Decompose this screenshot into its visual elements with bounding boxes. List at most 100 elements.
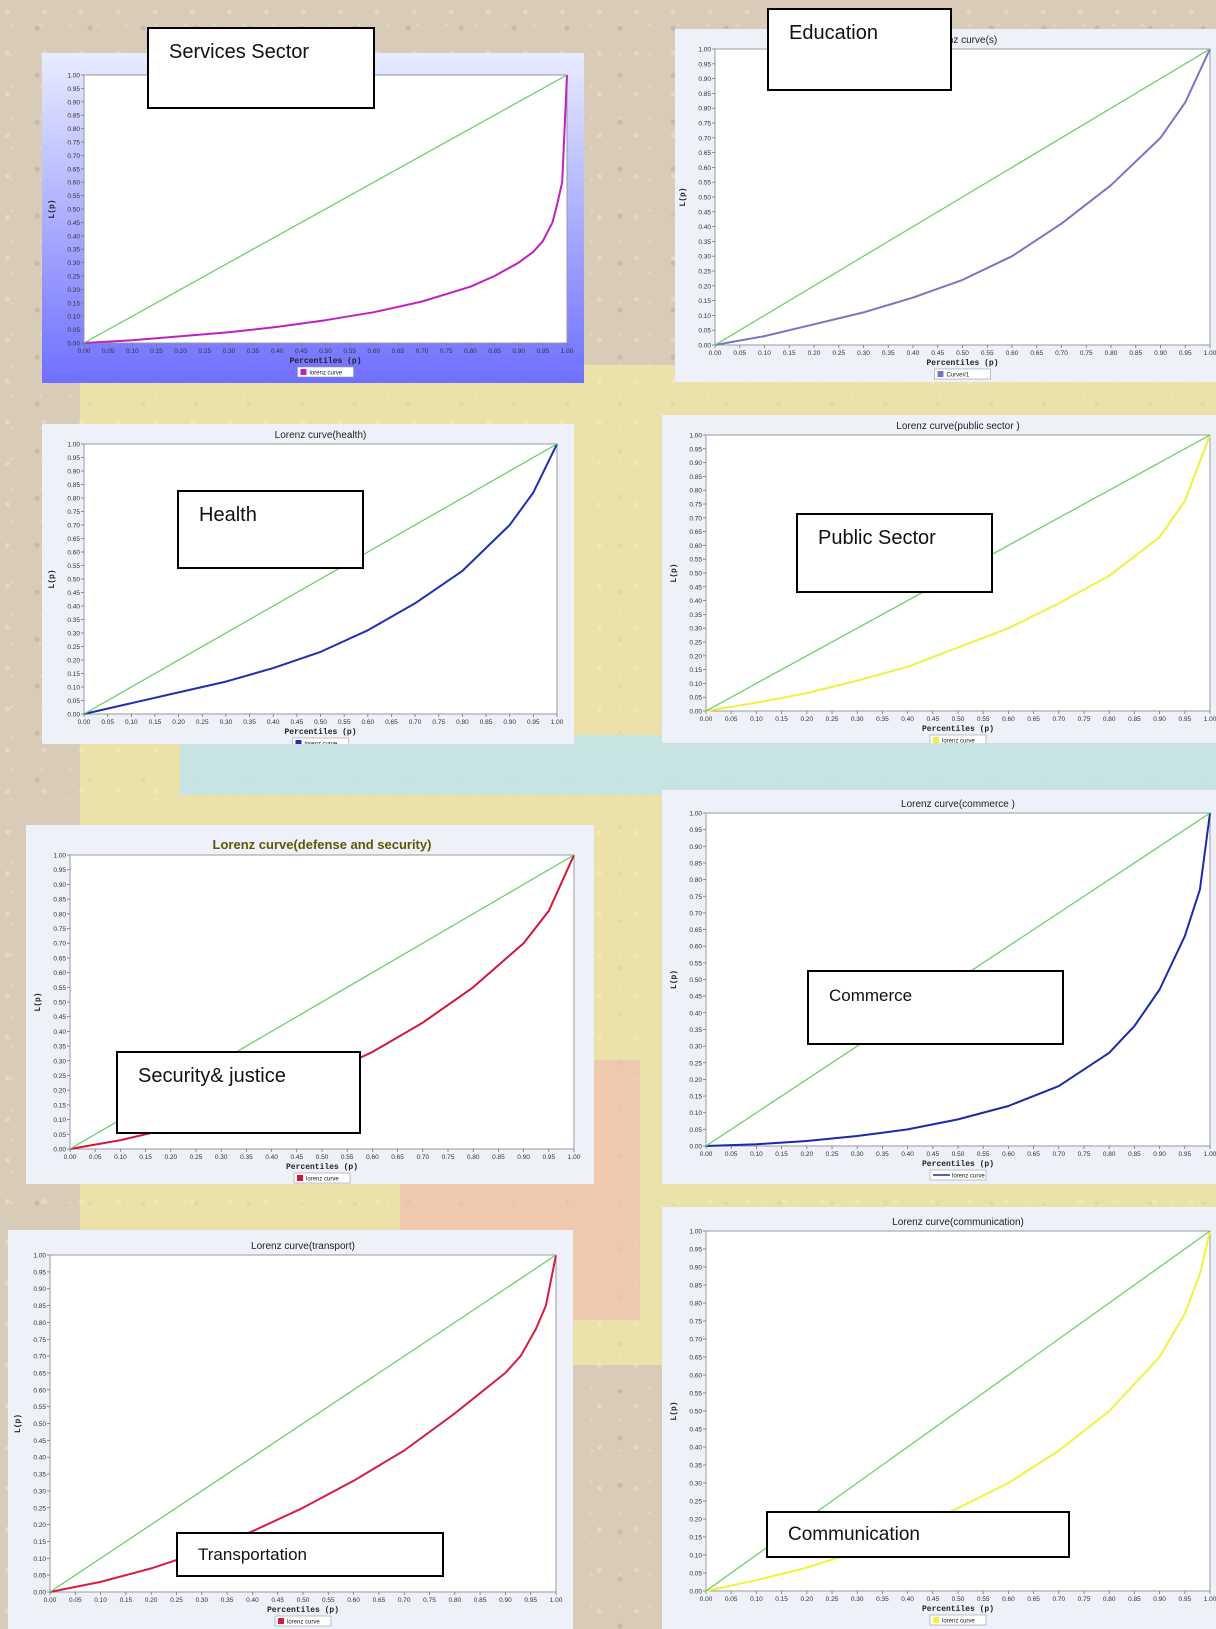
defense-ytick-label: 0.55	[53, 985, 66, 992]
education-xtick-label: 0.75	[1080, 350, 1093, 357]
services-xtick-label: 0.15	[150, 348, 163, 355]
transport-ytick-label: 0.30	[33, 1488, 46, 1495]
communication-svg: Lorenz curve(communication) 0.00 0.05 0.10 0…	[670, 1217, 1216, 1626]
transport-ytick-label: 0.15	[33, 1539, 46, 1546]
education-ytick-label: 0.30	[698, 254, 711, 261]
commerce-ytick-label: 0.80	[689, 877, 702, 884]
transport-ytick-label: 0.90	[33, 1286, 46, 1293]
education-xtick-label: 0.20	[808, 350, 821, 357]
transport-ytick-label: 0.50	[33, 1421, 46, 1428]
communication-ytick-label: 0.20	[689, 1517, 702, 1524]
label-text-health: Health	[199, 504, 257, 526]
defense-ytick-label: 1.00	[53, 853, 66, 860]
commerce-xtick-label: 0.05	[725, 1151, 738, 1158]
public-xtick-label: 0.50	[952, 716, 965, 723]
public-xtick-label: 0.95	[1178, 716, 1191, 723]
defense-xtick-label: 0.00	[64, 1154, 77, 1161]
defense-ytick-label: 0.95	[53, 867, 66, 874]
communication-ytick-label: 0.55	[689, 1391, 702, 1398]
defense-ytick-label: 0.05	[53, 1132, 66, 1139]
transport-xtick-label: 0.70	[398, 1597, 411, 1604]
services-xlabel: Percentiles (p)	[289, 357, 361, 366]
health-xtick-label: 0.70	[409, 719, 422, 726]
commerce-ytick-label: 0.20	[689, 1077, 702, 1084]
health-ytick-label: 0.95	[67, 455, 80, 462]
public-ytick-label: 0.75	[689, 502, 702, 509]
health-xtick-label: 0.40	[267, 719, 280, 726]
education-ytick-label: 0.60	[698, 165, 711, 172]
health-xtick-label: 0.30	[220, 719, 233, 726]
commerce-xtick-label: 0.90	[1153, 1151, 1166, 1158]
defense-ytick-label: 0.75	[53, 926, 66, 933]
health-xtick-label: 0.90	[503, 719, 516, 726]
health-ytick-label: 0.20	[67, 658, 80, 665]
commerce-ytick-label: 1.00	[689, 811, 702, 818]
commerce-xtick-label: 0.60	[1002, 1151, 1015, 1158]
public-ytick-label: 0.35	[689, 612, 702, 619]
public-xtick-label: 0.55	[977, 716, 990, 723]
communication-xtick-label: 0.00	[700, 1596, 713, 1603]
health-ytick-label: 0.35	[67, 617, 80, 624]
public-legend-label: lorenz curve	[942, 739, 975, 744]
health-legend-box	[292, 737, 349, 744]
services-ytick-label: 0.75	[67, 140, 80, 147]
commerce-xtick-label: 0.00	[700, 1151, 713, 1158]
services-legend-swatch	[300, 369, 307, 375]
defense-ytick-label: 0.60	[53, 970, 66, 977]
communication-ytick-label: 0.60	[689, 1373, 702, 1380]
education-xtick-label: 0.25	[832, 350, 845, 357]
transport-ytick-label: 0.00	[33, 1590, 46, 1597]
transport-ytick-label: 0.40	[33, 1455, 46, 1462]
defense-xtick-label: 0.80	[467, 1154, 480, 1161]
education-ytick-label: 0.25	[698, 269, 711, 276]
education-xtick-label: 0.60	[1006, 350, 1019, 357]
health-xtick-label: 1.00	[551, 719, 564, 726]
commerce-ytick-label: 0.65	[689, 927, 702, 934]
services-xtick-label: 0.10	[126, 348, 139, 355]
defense-ytick-label: 0.70	[53, 941, 66, 948]
commerce-xtick-label: 0.25	[826, 1151, 839, 1158]
commerce-xtick-label: 0.65	[1027, 1151, 1040, 1158]
commerce-legend-box	[929, 1169, 987, 1181]
health-ytick-label: 0.25	[67, 644, 80, 651]
education-equality-line	[714, 48, 1211, 346]
transport-xtick-label: 0.20	[145, 1597, 158, 1604]
defense-ytick-label: 0.20	[53, 1088, 66, 1095]
services-ytick-label: 0.10	[67, 314, 80, 321]
commerce-xtick-label: 0.70	[1052, 1151, 1065, 1158]
services-ytick-label: 0.95	[67, 86, 80, 93]
transport-xtick-label: 0.55	[322, 1597, 335, 1604]
commerce-lorenz-line	[705, 812, 1211, 1147]
education-xtick-label: 0.05	[733, 350, 746, 357]
services-xtick-label: 0.60	[367, 348, 380, 355]
education-xtick-label: 0.70	[1055, 350, 1068, 357]
transport-ylabel: L(p)	[14, 1414, 23, 1433]
health-title: Lorenz curve(health)	[275, 430, 367, 441]
communication-xtick-label: 0.10	[750, 1596, 763, 1603]
label-box-health: Health	[177, 490, 364, 569]
health-ytick-label: 0.00	[67, 712, 80, 719]
education-xtick-label: 0.85	[1129, 350, 1142, 357]
commerce-ytick-label: 0.25	[689, 1060, 702, 1067]
health-xtick-label: 0.60	[361, 719, 374, 726]
commerce-xtick-label: 0.45	[926, 1151, 939, 1158]
services-xtick-label: 0.65	[392, 348, 405, 355]
communication-xtick-label: 0.65	[1027, 1596, 1040, 1603]
health-ytick-label: 0.55	[67, 563, 80, 570]
commerce-xtick-label: 0.80	[1103, 1151, 1116, 1158]
transport-xtick-label: 0.10	[94, 1597, 107, 1604]
education-xtick-label: 1.00	[1204, 350, 1216, 357]
transport-ytick-label: 1.00	[33, 1253, 46, 1260]
transport-xtick-label: 0.60	[347, 1597, 360, 1604]
defense-ytick-label: 0.45	[53, 1014, 66, 1021]
commerce-ytick-label: 0.35	[689, 1027, 702, 1034]
defense-ytick-label: 0.40	[53, 1029, 66, 1036]
services-xtick-label: 1.00	[561, 348, 574, 355]
communication-ytick-label: 0.15	[689, 1535, 702, 1542]
communication-xtick-label: 0.20	[800, 1596, 813, 1603]
defense-ytick-label: 0.80	[53, 911, 66, 918]
defense-xtick-label: 0.20	[164, 1154, 177, 1161]
label-box-communication: Communication	[766, 1511, 1070, 1558]
commerce-ytick-label: 0.95	[689, 827, 702, 834]
public-xtick-label: 0.05	[725, 716, 738, 723]
